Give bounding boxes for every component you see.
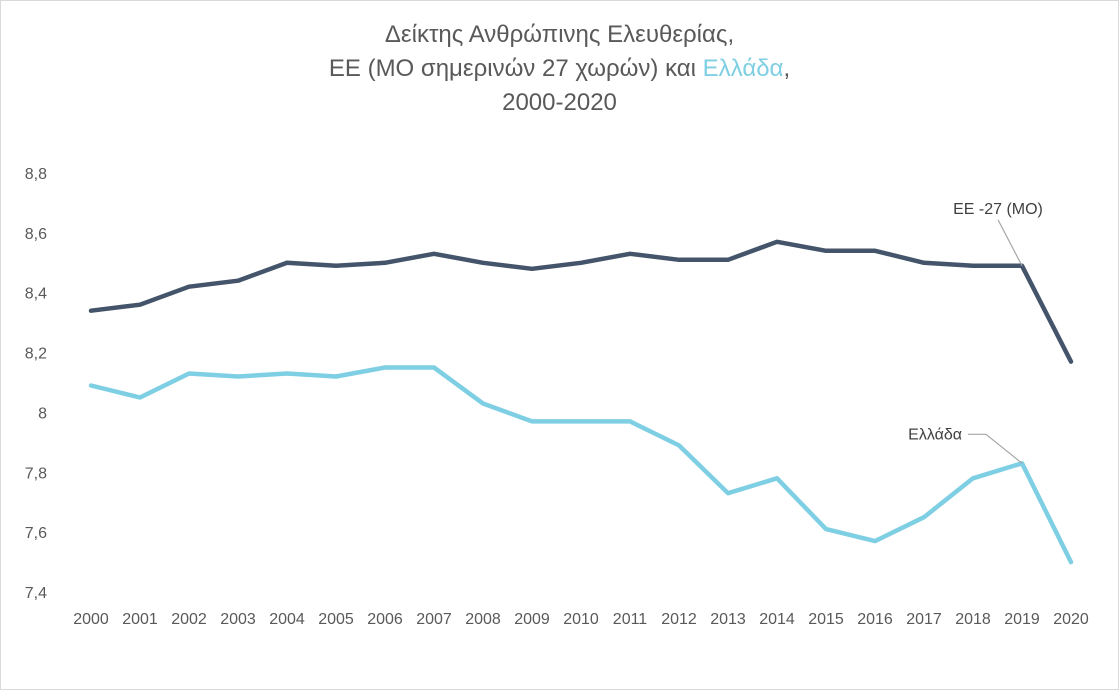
y-tick-label: 8,4 — [25, 286, 47, 303]
chart-title-line3: 2000-2020 — [502, 89, 617, 116]
y-tick-label: 8 — [38, 405, 47, 422]
x-tick-label: 2009 — [514, 611, 550, 628]
x-tick-label: 2018 — [955, 611, 991, 628]
x-tick-label: 2002 — [171, 611, 207, 628]
leader-line-eu27 — [997, 219, 1023, 267]
x-tick-label: 2020 — [1053, 611, 1089, 628]
x-tick-label: 2008 — [465, 611, 501, 628]
chart-title-line2: ΕΕ (ΜΟ σημερινών 27 χωρών) και Ελλάδα, — [0, 52, 1119, 86]
chart-title: Δείκτης Ανθρώπινης Ελευθερίας, ΕΕ (ΜΟ ση… — [0, 18, 1119, 120]
leader-line-greece — [968, 433, 1023, 464]
chart-title-highlight: Ελλάδα — [702, 55, 784, 82]
series-labels: ΕΕ -27 (ΜΟ) Ελλάδα — [908, 201, 1043, 444]
label-leaders — [968, 219, 1023, 464]
y-tick-label: 8,6 — [25, 226, 47, 243]
x-tick-label: 2016 — [857, 611, 893, 628]
y-tick-label: 8,8 — [25, 166, 47, 183]
x-tick-label: 2015 — [808, 611, 844, 628]
series-label-eu27: ΕΕ -27 (ΜΟ) — [953, 201, 1043, 218]
x-tick-label: 2006 — [367, 611, 403, 628]
x-tick-label: 2000 — [73, 611, 109, 628]
y-axis-ticks: 8,8 8,6 8,4 8,2 8 7,8 7,6 7,4 — [25, 166, 47, 602]
y-tick-label: 7,6 — [25, 525, 47, 542]
chart-title-line2-part1: ΕΕ (ΜΟ σημερινών 27 χωρών) και — [328, 55, 703, 82]
x-tick-label: 2007 — [416, 611, 452, 628]
chart-title-line2-part2: , — [783, 55, 791, 82]
x-axis-ticks: 2000 2001 2002 2003 2004 2005 2006 2007 2008 2009… — [73, 611, 1089, 628]
y-tick-label: 7,4 — [25, 585, 47, 602]
x-tick-label: 2003 — [220, 611, 256, 628]
x-tick-label: 2011 — [613, 611, 648, 628]
y-tick-label: 7,8 — [25, 465, 47, 482]
x-tick-label: 2005 — [318, 611, 354, 628]
chart-title-line1: Δείκτης Ανθρώπινης Ελευθερίας, — [384, 21, 735, 48]
series-line-eu27 — [88, 239, 1074, 364]
x-tick-label: 2010 — [563, 611, 599, 628]
y-tick-label: 8,2 — [25, 346, 47, 363]
series-line-greece — [88, 365, 1074, 565]
x-tick-label: 2013 — [710, 611, 746, 628]
x-tick-label: 2012 — [661, 611, 697, 628]
series-label-greece: Ελλάδα — [908, 426, 962, 443]
x-tick-label: 2014 — [759, 611, 795, 628]
x-tick-label: 2017 — [906, 611, 942, 628]
x-tick-label: 2001 — [122, 611, 158, 628]
x-tick-label: 2019 — [1004, 611, 1040, 628]
series-lines — [88, 239, 1074, 565]
x-tick-label: 2004 — [269, 611, 305, 628]
